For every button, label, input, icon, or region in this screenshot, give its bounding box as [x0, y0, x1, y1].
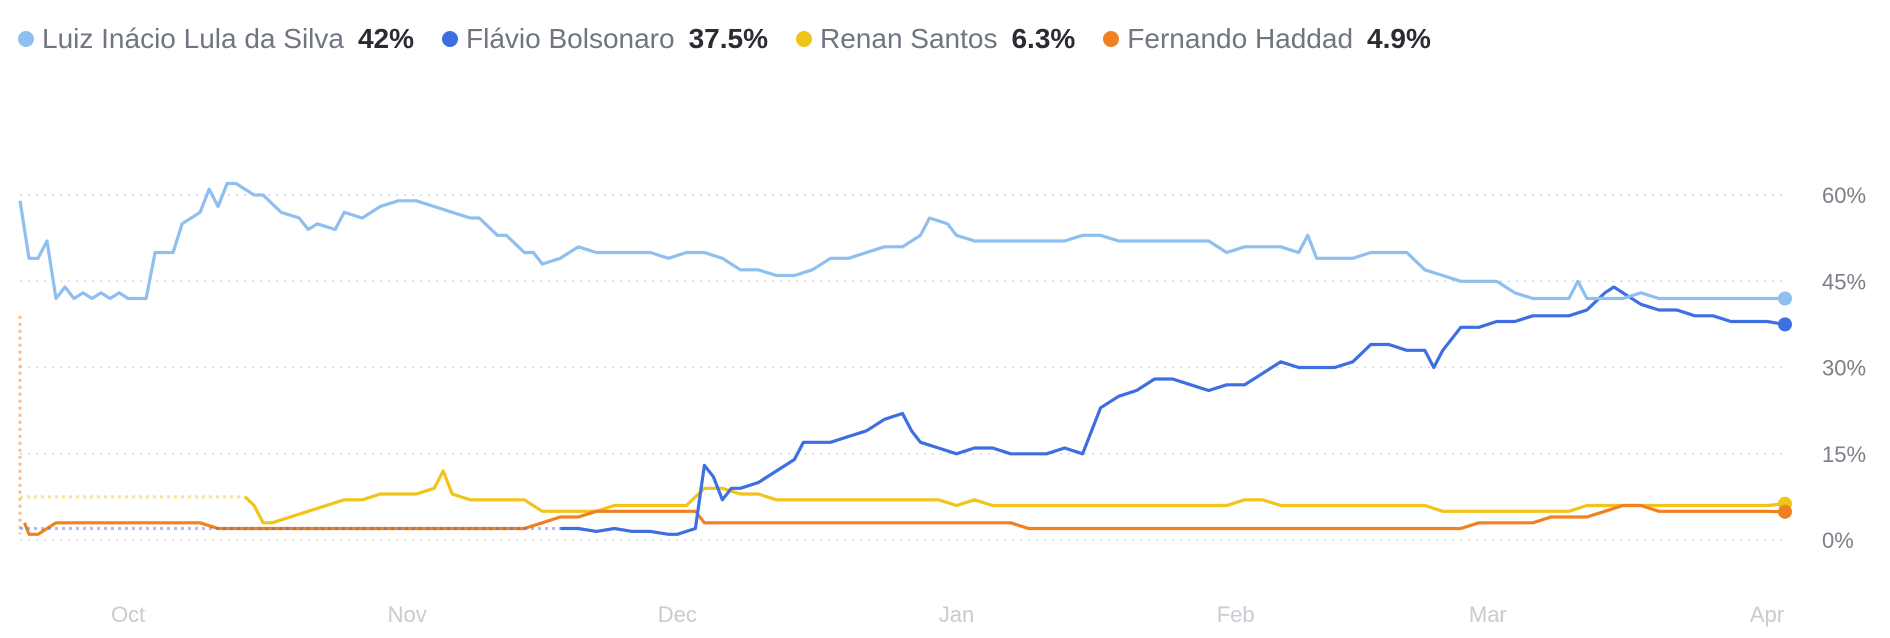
legend-value: 42% [357, 23, 415, 54]
series-end-marker[interactable] [1778, 504, 1792, 519]
legend-label: Flávio Bolsonaro [466, 23, 675, 54]
legend-value: 37.5% [688, 23, 768, 54]
y-tick-label: 60% [1822, 183, 1866, 208]
legend-label: Fernando Haddad [1127, 23, 1354, 54]
x-tick-label: Nov [388, 602, 427, 627]
y-tick-label: 0% [1822, 528, 1854, 553]
x-tick-label: Feb [1217, 602, 1255, 627]
x-tick-label: Apr [1750, 602, 1784, 627]
series-end-marker[interactable] [1778, 317, 1792, 332]
series-line[interactable] [560, 285, 1786, 536]
legend-item-renan-santos[interactable]: Renan Santos 6.3% [796, 23, 1075, 55]
x-axis: Oct Nov Dec Jan Feb Mar Apr [111, 602, 1784, 627]
y-tick-label: 30% [1822, 356, 1866, 381]
legend-item-lula[interactable]: Luiz Inácio Lula da Silva 42% [18, 23, 414, 55]
legend-dot-icon [18, 31, 34, 47]
legend-value: 4.9% [1367, 23, 1431, 54]
legend-value: 6.3% [1011, 23, 1076, 54]
y-tick-label: 45% [1822, 269, 1866, 294]
x-tick-label: Jan [939, 602, 974, 627]
legend-item-flavio-bolsonaro[interactable]: Flávio Bolsonaro 37.5% [442, 23, 768, 55]
series-end-marker[interactable] [1778, 291, 1792, 306]
series-line[interactable] [23, 503, 1786, 536]
x-tick-label: Oct [111, 602, 145, 627]
series-endpoints[interactable] [1778, 291, 1792, 519]
series-lines[interactable] [18, 181, 1786, 536]
legend-label: Luiz Inácio Lula da Silva [42, 23, 344, 54]
series-line[interactable] [243, 469, 1786, 525]
legend-dot-icon [1103, 31, 1120, 47]
legend-item-fernando-haddad[interactable]: Fernando Haddad 4.9% [1103, 23, 1431, 55]
x-tick-label: Mar [1469, 602, 1507, 627]
series-line[interactable] [18, 181, 1785, 301]
legend-dot-icon [796, 31, 812, 47]
legend-label: Renan Santos [820, 23, 998, 54]
legend: Luiz Inácio Lula da Silva 42% Flávio Bol… [18, 18, 1431, 60]
x-tick-label: Dec [658, 602, 697, 627]
y-tick-label: 15% [1822, 442, 1866, 467]
y-axis: 0% 15% 30% 45% 60% [1822, 183, 1866, 553]
legend-dot-icon [442, 31, 459, 47]
